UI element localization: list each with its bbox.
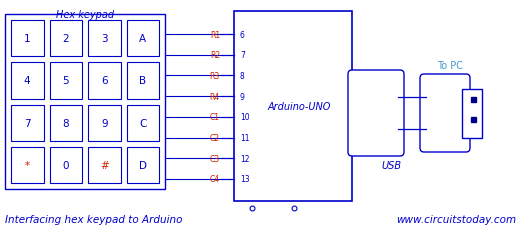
Text: 0: 0 (63, 160, 69, 170)
Bar (49, 147, 82, 183)
Text: www.circuitstoday.com: www.circuitstoday.com (396, 214, 516, 224)
Bar (88, 63, 120, 99)
Text: C2: C2 (210, 134, 220, 142)
Text: 4: 4 (24, 76, 31, 86)
Text: *: * (24, 160, 30, 170)
Text: 1: 1 (24, 34, 31, 44)
Text: 2: 2 (63, 34, 69, 44)
Text: R3: R3 (210, 72, 220, 81)
Text: USB: USB (381, 160, 401, 170)
Bar (471, 98, 476, 103)
Text: To PC: To PC (437, 61, 463, 71)
Text: 8: 8 (240, 72, 245, 81)
Bar (127, 105, 159, 141)
Bar (127, 63, 159, 99)
Text: 7: 7 (240, 51, 245, 60)
Bar (88, 105, 120, 141)
Bar (49, 105, 82, 141)
Bar (11, 105, 43, 141)
Bar (11, 63, 43, 99)
Bar (5, 15, 165, 189)
Bar (462, 89, 482, 138)
Text: C: C (139, 118, 146, 128)
Bar (127, 21, 159, 57)
Bar (234, 12, 352, 201)
FancyBboxPatch shape (420, 75, 470, 152)
Bar (49, 63, 82, 99)
Text: 9: 9 (101, 118, 107, 128)
Text: R4: R4 (210, 92, 220, 101)
Text: 6: 6 (101, 76, 107, 86)
Text: 13: 13 (240, 175, 250, 184)
Text: Interfacing hex keypad to Arduino: Interfacing hex keypad to Arduino (5, 214, 182, 224)
Text: C4: C4 (210, 175, 220, 184)
Bar (127, 147, 159, 183)
Bar (88, 147, 120, 183)
Text: 10: 10 (240, 113, 250, 122)
Text: 5: 5 (63, 76, 69, 86)
Bar (88, 21, 120, 57)
Bar (49, 21, 82, 57)
Text: C3: C3 (210, 154, 220, 163)
Text: 11: 11 (240, 134, 250, 142)
Text: 8: 8 (63, 118, 69, 128)
Text: 7: 7 (24, 118, 31, 128)
Text: A: A (139, 34, 146, 44)
Text: Hex keypad: Hex keypad (56, 10, 114, 20)
Bar (11, 147, 43, 183)
Text: D: D (139, 160, 147, 170)
Text: R1: R1 (210, 30, 220, 39)
FancyBboxPatch shape (348, 71, 404, 156)
Text: R2: R2 (210, 51, 220, 60)
Bar (11, 21, 43, 57)
Text: 12: 12 (240, 154, 250, 163)
Text: 3: 3 (101, 34, 107, 44)
Text: 6: 6 (240, 30, 245, 39)
Text: Arduino-UNO: Arduino-UNO (267, 101, 331, 112)
Text: B: B (139, 76, 146, 86)
Text: #: # (100, 160, 108, 170)
Text: C1: C1 (210, 113, 220, 122)
Text: 9: 9 (240, 92, 245, 101)
Bar (471, 117, 476, 122)
